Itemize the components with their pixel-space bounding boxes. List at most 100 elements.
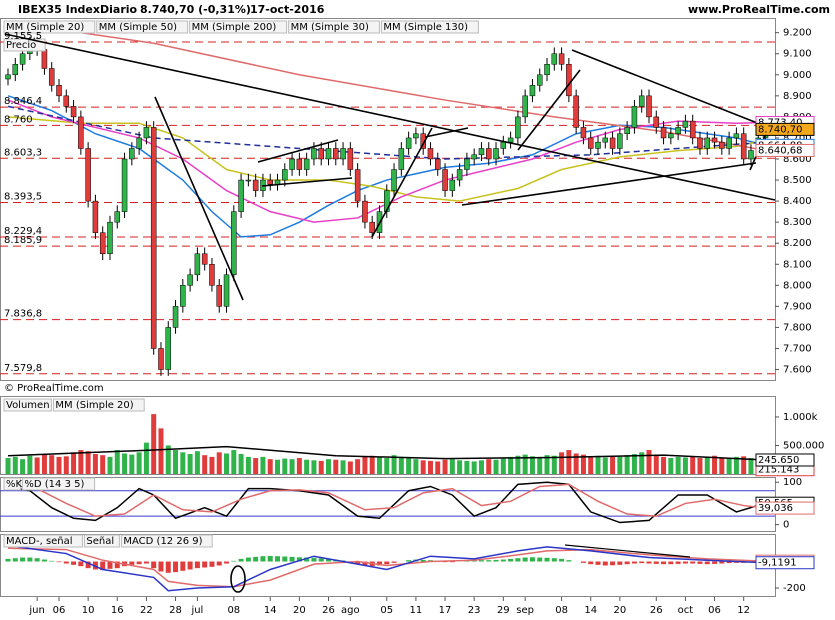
macd-bar — [449, 561, 455, 563]
candle-body — [668, 133, 674, 139]
legend-box — [3, 477, 21, 491]
macd-bar — [282, 556, 288, 562]
volume-bar — [114, 450, 120, 474]
volume-bar — [100, 455, 106, 474]
value-label: 245.650 — [758, 455, 799, 466]
candle-body — [325, 148, 332, 160]
candle-body — [223, 274, 230, 307]
volume-bar — [333, 459, 339, 474]
legend-box — [380, 20, 479, 34]
candle-body — [201, 253, 208, 265]
y-tick-label: 8.100 — [783, 259, 812, 270]
volume-bar — [180, 452, 186, 474]
candle-body — [289, 158, 295, 170]
y-tick-label: 1.000k — [783, 412, 818, 423]
macd-bar — [617, 561, 623, 565]
x-tick-label: 08 — [227, 605, 240, 616]
legend-label: MM (Simple 130) — [383, 22, 468, 33]
volume-bar — [668, 458, 674, 474]
candle-body — [85, 148, 91, 202]
volume-bar — [362, 456, 368, 474]
legend-box — [189, 20, 288, 34]
macd-bar — [260, 556, 266, 562]
candle-body — [748, 150, 754, 160]
legend-label: Volumen — [6, 400, 50, 411]
x-tick-label: 20 — [613, 605, 626, 616]
volume-bar — [245, 456, 251, 474]
macd-bar — [165, 561, 171, 573]
y-tick-label: 7.800 — [783, 322, 812, 333]
candle-body — [646, 95, 652, 118]
volume-bar — [151, 414, 157, 474]
macd-bar — [515, 558, 521, 562]
trendline — [424, 127, 469, 138]
line-series — [7, 544, 766, 592]
candle-body — [638, 95, 645, 107]
candle-body — [740, 133, 747, 160]
volume-bar — [224, 453, 230, 474]
macd-bar — [391, 561, 397, 563]
macd-bar — [566, 560, 572, 562]
level-label: 9.155,5 — [4, 31, 42, 42]
value-label: -9,1191 — [758, 558, 797, 569]
candle-body — [209, 264, 215, 286]
macd-bar — [529, 557, 535, 562]
volume-bar — [289, 459, 295, 474]
macd-bar — [49, 560, 55, 562]
macd-bar — [406, 560, 412, 562]
macd-bar — [653, 561, 659, 564]
volume-bar — [675, 456, 681, 474]
volume-bar — [544, 455, 550, 474]
y-tick-label: 0 — [783, 520, 789, 531]
macd-bar — [180, 561, 186, 571]
macd-bar — [537, 557, 543, 562]
candle-body — [107, 221, 113, 254]
trendline — [564, 544, 691, 558]
site: www.ProRealTime.com — [688, 3, 830, 16]
volume-bar — [457, 460, 463, 474]
volume-bar — [78, 450, 84, 474]
volume-bar — [296, 458, 302, 474]
candle-body — [602, 137, 609, 143]
volume-bar — [136, 452, 142, 474]
volume-bar — [304, 459, 310, 474]
y-tick-label: 8.300 — [783, 217, 812, 228]
macd-bar — [71, 561, 77, 565]
y-tick-label: 8.000 — [783, 280, 812, 291]
candle-body — [689, 120, 696, 139]
candle-body — [500, 141, 507, 149]
trendline — [4, 33, 776, 201]
macd-bar — [376, 561, 382, 566]
candle-body — [580, 127, 587, 139]
macd-bar — [245, 557, 251, 562]
candle-body — [478, 148, 485, 156]
macd-bar — [544, 557, 550, 562]
line-series — [7, 481, 766, 524]
candle-body — [194, 253, 201, 276]
volume-bar — [63, 456, 69, 474]
candle-body — [245, 179, 252, 182]
candle-body — [398, 148, 405, 170]
macd-bar — [289, 556, 295, 562]
trendline — [261, 177, 353, 187]
candle-body — [252, 179, 259, 191]
trendline — [461, 162, 757, 206]
volume-bar — [420, 460, 426, 474]
candle-body — [5, 74, 11, 80]
level-label: 7.579,8 — [4, 363, 42, 374]
period: Diario — [100, 3, 138, 16]
macd-bar — [275, 556, 281, 562]
symbol: IBEX35 Index — [18, 3, 100, 16]
candle-body — [558, 53, 565, 65]
macd-bar — [646, 561, 652, 564]
volume-bar — [231, 450, 237, 474]
macd-bar — [224, 561, 230, 564]
macd-bar — [624, 561, 630, 565]
volume-bar — [41, 454, 47, 474]
volume-bar — [704, 456, 710, 474]
line-series — [7, 547, 766, 588]
candle-body — [63, 95, 70, 107]
y-tick-label: 8.700 — [783, 133, 812, 144]
candle-body — [180, 285, 186, 307]
